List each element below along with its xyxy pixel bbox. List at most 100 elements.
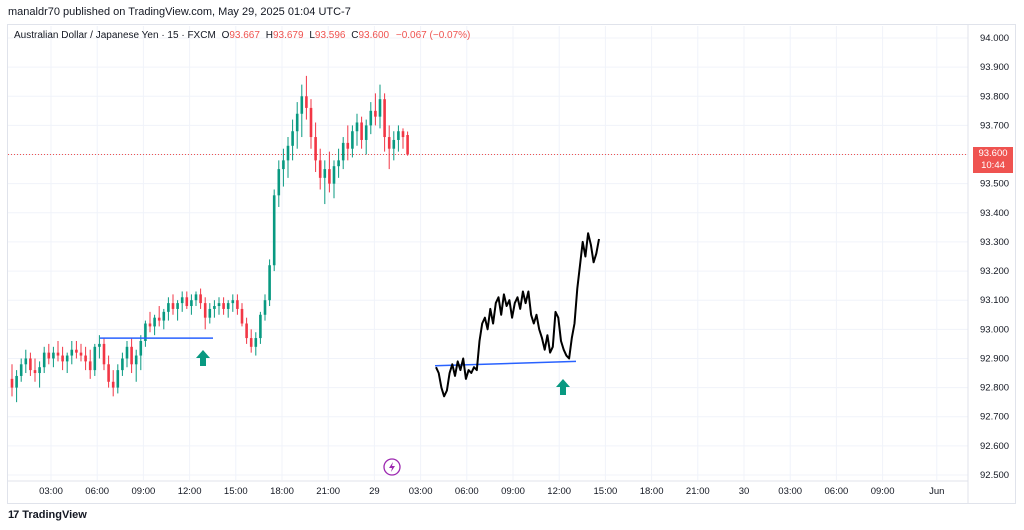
y-tick-label: 93.500 bbox=[980, 179, 1009, 190]
y-tick-label: 93.700 bbox=[980, 120, 1009, 131]
x-tick-label: 03:00 bbox=[778, 486, 802, 497]
candle-body bbox=[291, 131, 294, 146]
candle-body bbox=[162, 311, 166, 321]
candle-body bbox=[332, 166, 336, 184]
tradingview-logo-icon: 17 bbox=[8, 509, 19, 521]
candle-body bbox=[199, 294, 202, 304]
candle-body bbox=[79, 352, 83, 356]
tradingview-brand[interactable]: 17 TradingView bbox=[8, 509, 87, 521]
candle-body bbox=[84, 355, 87, 362]
candle-series bbox=[10, 75, 409, 403]
candle-body bbox=[364, 125, 368, 140]
candle-body bbox=[148, 323, 152, 327]
x-tick-label: 06:00 bbox=[85, 486, 109, 497]
symbol-legend: Australian Dollar / Japanese Yen · 15 · … bbox=[14, 30, 471, 41]
candle-body bbox=[61, 355, 64, 362]
candle-body bbox=[116, 370, 120, 388]
candle-body bbox=[355, 122, 359, 132]
candle-body bbox=[185, 297, 189, 307]
candle-body bbox=[65, 355, 69, 362]
lightning-icon[interactable] bbox=[383, 458, 401, 476]
candle-body bbox=[24, 358, 28, 365]
candle-body bbox=[341, 142, 345, 161]
candle-body bbox=[401, 131, 405, 138]
candle-body bbox=[130, 346, 133, 365]
candle-body bbox=[171, 303, 175, 309]
candle-body bbox=[369, 110, 373, 126]
candle-body bbox=[190, 300, 193, 307]
candle-body bbox=[157, 317, 161, 321]
y-axis: 94.000 93.900 93.800 93.700 93.600 93.500 93.4… bbox=[967, 25, 1009, 503]
y-tick-label: 93.800 bbox=[980, 91, 1009, 102]
countdown-value: 10:44 bbox=[981, 160, 1005, 171]
candle-body bbox=[259, 314, 262, 339]
candle-body bbox=[47, 352, 51, 359]
y-tick-label: 93.200 bbox=[980, 266, 1009, 277]
last-price-tag: 93.600 10:44 bbox=[973, 147, 1013, 173]
x-tick-label: 12:00 bbox=[178, 486, 202, 497]
candle-body bbox=[406, 135, 409, 155]
candle-body bbox=[397, 131, 400, 140]
y-tick-label: 93.300 bbox=[980, 237, 1009, 248]
candle-body bbox=[286, 145, 290, 161]
close-value: 93.600 bbox=[358, 30, 390, 41]
chart-frame bbox=[7, 24, 1016, 504]
candle-body bbox=[93, 346, 97, 371]
x-tick-label: 15:00 bbox=[224, 486, 248, 497]
x-tick-label: 03:00 bbox=[39, 486, 63, 497]
candle-body bbox=[277, 169, 281, 196]
candle-body bbox=[268, 265, 271, 301]
candle-body bbox=[295, 113, 299, 132]
candle-body bbox=[217, 303, 221, 307]
candle-body bbox=[33, 370, 37, 374]
candle-body bbox=[29, 358, 32, 371]
y-tick-label: 93.900 bbox=[980, 62, 1009, 73]
x-tick-label: 09:00 bbox=[501, 486, 525, 497]
candle-body bbox=[15, 375, 18, 388]
candle-body bbox=[309, 107, 313, 138]
candle-body bbox=[203, 303, 207, 318]
y-tick-label: 92.900 bbox=[980, 353, 1009, 364]
candle-body bbox=[75, 349, 78, 353]
candle-body bbox=[70, 349, 74, 356]
x-tick-label: 09:00 bbox=[132, 486, 156, 497]
candle-body bbox=[314, 137, 317, 161]
candle-body bbox=[10, 378, 14, 388]
candle-body bbox=[360, 122, 363, 140]
candle-body bbox=[102, 343, 106, 365]
y-tick-label: 92.700 bbox=[980, 412, 1009, 423]
change-value: −0.067 (−0.07%) bbox=[395, 30, 471, 41]
x-tick-label: 06:00 bbox=[455, 486, 479, 497]
last-price-value: 93.600 bbox=[978, 148, 1008, 159]
candle-body bbox=[98, 343, 101, 347]
candle-body bbox=[346, 142, 350, 149]
x-tick-label: 12:00 bbox=[547, 486, 571, 497]
x-tick-label: 30 bbox=[739, 486, 750, 497]
brand-name: TradingView bbox=[22, 509, 87, 521]
up-arrow-icon bbox=[556, 379, 570, 395]
candle-body bbox=[208, 308, 212, 318]
candle-body bbox=[236, 300, 239, 309]
low-value: 93.596 bbox=[314, 30, 346, 41]
grid bbox=[8, 26, 968, 480]
candle-body bbox=[383, 99, 386, 138]
x-tick-label: 03:00 bbox=[409, 486, 433, 497]
candle-body bbox=[213, 306, 216, 309]
open-value: 93.667 bbox=[229, 30, 260, 41]
candle-body bbox=[88, 361, 92, 371]
candle-body bbox=[194, 294, 198, 301]
candle-body bbox=[378, 99, 382, 117]
candle-body bbox=[272, 195, 276, 266]
candle-body bbox=[328, 169, 331, 184]
candle-body bbox=[19, 364, 23, 376]
candle-body bbox=[139, 340, 143, 356]
candle-body bbox=[56, 352, 60, 356]
candle-body bbox=[167, 303, 170, 312]
high-value: 93.679 bbox=[272, 30, 304, 41]
x-tick-label: 21:00 bbox=[686, 486, 710, 497]
x-tick-label: 15:00 bbox=[594, 486, 618, 497]
candle-body bbox=[387, 137, 391, 149]
candle-body bbox=[318, 160, 322, 178]
x-tick-label: 21:00 bbox=[316, 486, 340, 497]
